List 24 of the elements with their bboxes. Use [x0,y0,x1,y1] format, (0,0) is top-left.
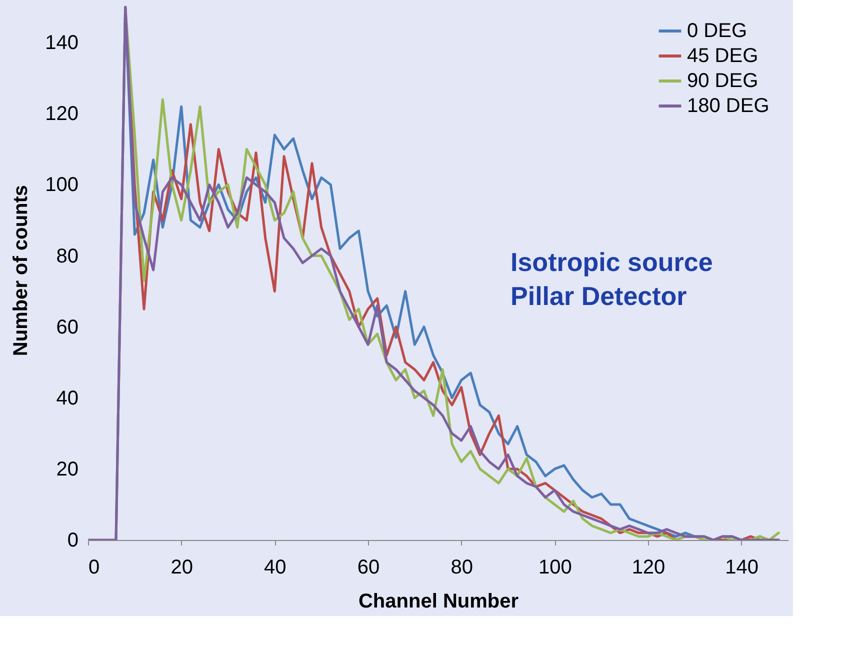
y-tick-label: 120 [45,103,78,126]
legend-label: 180 DEG [687,95,770,117]
annotation: Isotropic source [510,247,713,277]
x-tick-label: 20 [170,556,193,578]
x-tick-label: 80 [450,556,473,578]
x-tick-label: 60 [357,556,380,578]
y-tick-label: 140 [45,32,78,54]
x-tick-label: 120 [632,556,666,578]
x-tick-label: 100 [538,556,572,578]
x-tick-label: 140 [725,556,759,578]
y-tick-label: 40 [56,387,78,410]
y-tick-label: 100 [45,174,78,196]
legend-label: 0 DEG [687,20,748,42]
y-tick-label: 60 [56,316,78,338]
annotation: Pillar Detector [510,281,687,311]
y-axis-title: Number of counts [10,184,32,356]
x-tick-label: 40 [264,556,286,578]
y-tick-label: 0 [67,530,78,552]
x-axis-title: Channel Number [358,590,519,612]
legend-label: 45 DEG [687,45,758,67]
y-tick-label: 80 [56,245,78,268]
y-tick-label: 20 [56,458,78,480]
x-tick-label: 0 [88,556,100,578]
legend-label: 90 DEG [687,70,758,92]
